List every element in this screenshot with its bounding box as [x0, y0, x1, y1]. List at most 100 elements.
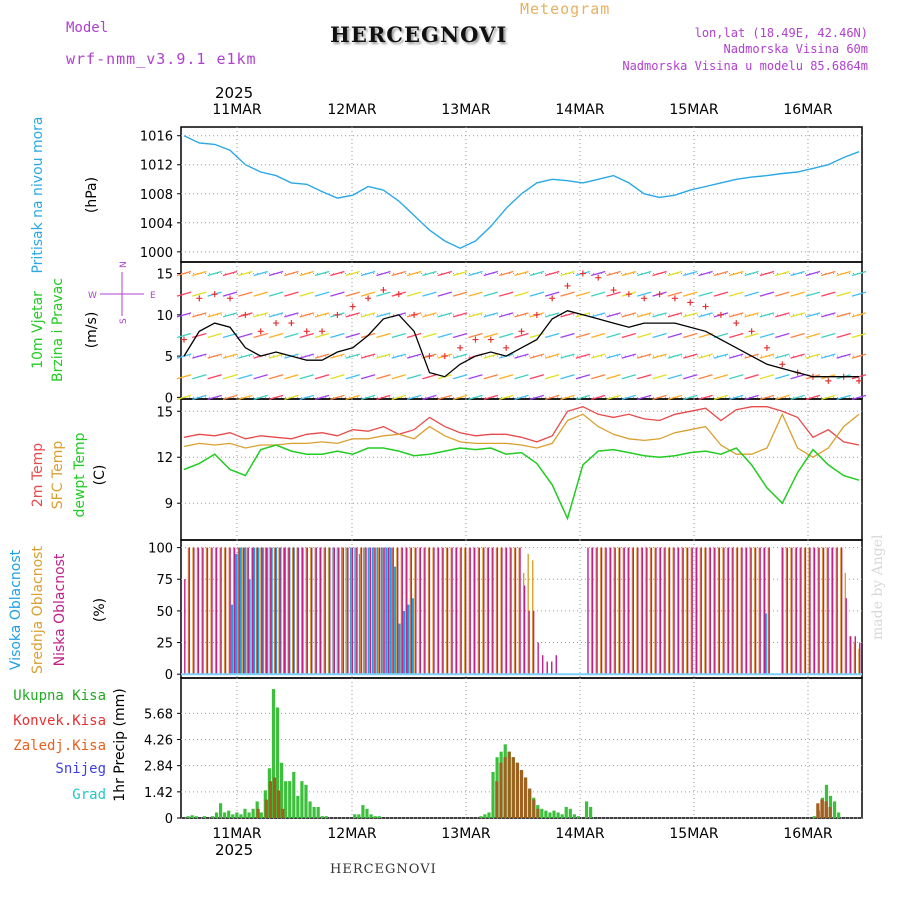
wind-arrow	[299, 312, 314, 318]
cloud-bar-mid	[817, 547, 819, 675]
cloud-bar-low	[433, 547, 435, 675]
cloud-bar-low	[650, 547, 653, 675]
precip-conv-bar	[264, 799, 268, 818]
wind-arrow	[683, 291, 698, 297]
wind-arrow	[790, 353, 805, 359]
y-tick-label: 4.26	[144, 734, 173, 749]
cloud-bar-mid	[527, 553, 529, 675]
gust-marker	[441, 353, 448, 360]
day-label-top: 16MAR	[783, 102, 832, 118]
cloud-bar-mid	[844, 572, 847, 675]
y-tick-label: 1016	[140, 130, 173, 145]
wind-arrow	[821, 312, 836, 318]
cloud-bar-mid	[477, 547, 480, 675]
cloud-bar-low	[750, 547, 752, 675]
day-label-top: 12MAR	[327, 102, 376, 118]
cloud-bar-low	[188, 547, 191, 675]
precip-conv-bar	[277, 790, 281, 818]
cloud-bar-mid	[699, 547, 702, 675]
cloud-bar-mid	[826, 547, 828, 675]
wind-arrow	[468, 312, 483, 318]
cloud-bar-mid	[518, 547, 520, 675]
cloud-bar-mid	[305, 547, 307, 675]
cloud-bar-mid	[595, 547, 597, 675]
wind-arrow	[713, 291, 729, 297]
cloud-bar-low	[691, 547, 693, 675]
cloud-bar-high	[398, 623, 401, 675]
cloud-bar-low	[745, 547, 748, 675]
precip-legend-item: Konvek.Kisa	[13, 713, 106, 729]
cloud-bar-low	[505, 547, 508, 675]
wind-arrow	[683, 270, 698, 277]
wind-arrow	[851, 394, 867, 400]
wind-arrow	[253, 291, 268, 297]
wind-arrow	[836, 270, 851, 277]
wind-arrow	[253, 332, 268, 339]
wind-arrow	[192, 353, 207, 359]
cloud-bar-low	[673, 547, 675, 675]
wind-arrow	[575, 374, 591, 380]
precip-total-bar	[568, 808, 572, 818]
wind-arrow	[437, 291, 452, 297]
wind-arrow	[637, 291, 652, 297]
wind-arrow	[790, 394, 805, 400]
wind-arrow	[698, 374, 713, 380]
cloud-bar-high	[358, 553, 361, 675]
wind-arrow	[268, 270, 284, 277]
y-tick-label: 25	[156, 637, 173, 652]
cloud-bar-low	[786, 547, 789, 675]
wind-arrow	[775, 353, 790, 359]
model-altitude-text: Nadmorska Visina u modelu 85.6864m	[622, 59, 868, 73]
wind-arrow	[452, 332, 468, 339]
cloud-bar-mid	[414, 547, 416, 675]
wind-arrow	[514, 270, 529, 277]
cloud-bar-low	[387, 547, 390, 675]
wind-arrow	[176, 291, 192, 297]
cloud-bar-low	[523, 585, 526, 675]
wind-arrow	[330, 394, 345, 400]
precip-total-bar	[227, 810, 231, 818]
cloud-bar-low	[537, 642, 539, 675]
cloud-bar-mid	[627, 547, 629, 675]
wind-arrow	[299, 270, 314, 277]
cloud-bar-low	[437, 547, 440, 675]
cloud-bar-high	[235, 553, 238, 675]
wind-arrow	[821, 353, 836, 359]
wind-arrow	[545, 270, 560, 277]
cloud-bar-high	[252, 547, 256, 675]
cloud-bar-mid	[473, 547, 475, 675]
cloud-bar-low	[215, 547, 218, 675]
cloud-bar-low	[686, 547, 689, 675]
wind-arrow	[468, 270, 483, 277]
cloud-bar-low	[496, 547, 499, 675]
wind-arrow	[698, 394, 713, 400]
cloud-bar-mid	[858, 648, 860, 675]
wind-arrow	[545, 394, 560, 400]
cloud-bar-mid	[640, 547, 643, 675]
cloud-bar-mid	[436, 547, 439, 675]
cloud-bar-low	[184, 579, 186, 675]
wind-arrow	[729, 291, 744, 297]
wind-arrow	[498, 291, 514, 297]
wind-arrow	[452, 394, 468, 400]
precip-total-bar	[491, 771, 495, 818]
wind-arrow	[637, 374, 652, 380]
precip-total-bar	[833, 801, 837, 818]
wind-arrow	[406, 374, 422, 380]
cloud-bar-mid	[767, 547, 769, 675]
wind-arrow	[437, 332, 452, 339]
wind-arrow	[391, 270, 406, 277]
wind-arrow	[376, 374, 391, 380]
cloud-bar-mid	[731, 547, 733, 675]
cloud-bar-mid	[509, 547, 511, 675]
wind-arrow	[851, 270, 867, 277]
gust-marker	[457, 344, 464, 351]
wind-arrow	[637, 332, 652, 339]
precip-conv-bar	[495, 781, 499, 818]
wind-speed-line	[183, 310, 859, 378]
cloud-bar-mid	[708, 547, 711, 675]
gust-marker	[671, 295, 678, 302]
wind-arrow	[529, 332, 545, 339]
cloud-bar-high	[411, 598, 414, 675]
